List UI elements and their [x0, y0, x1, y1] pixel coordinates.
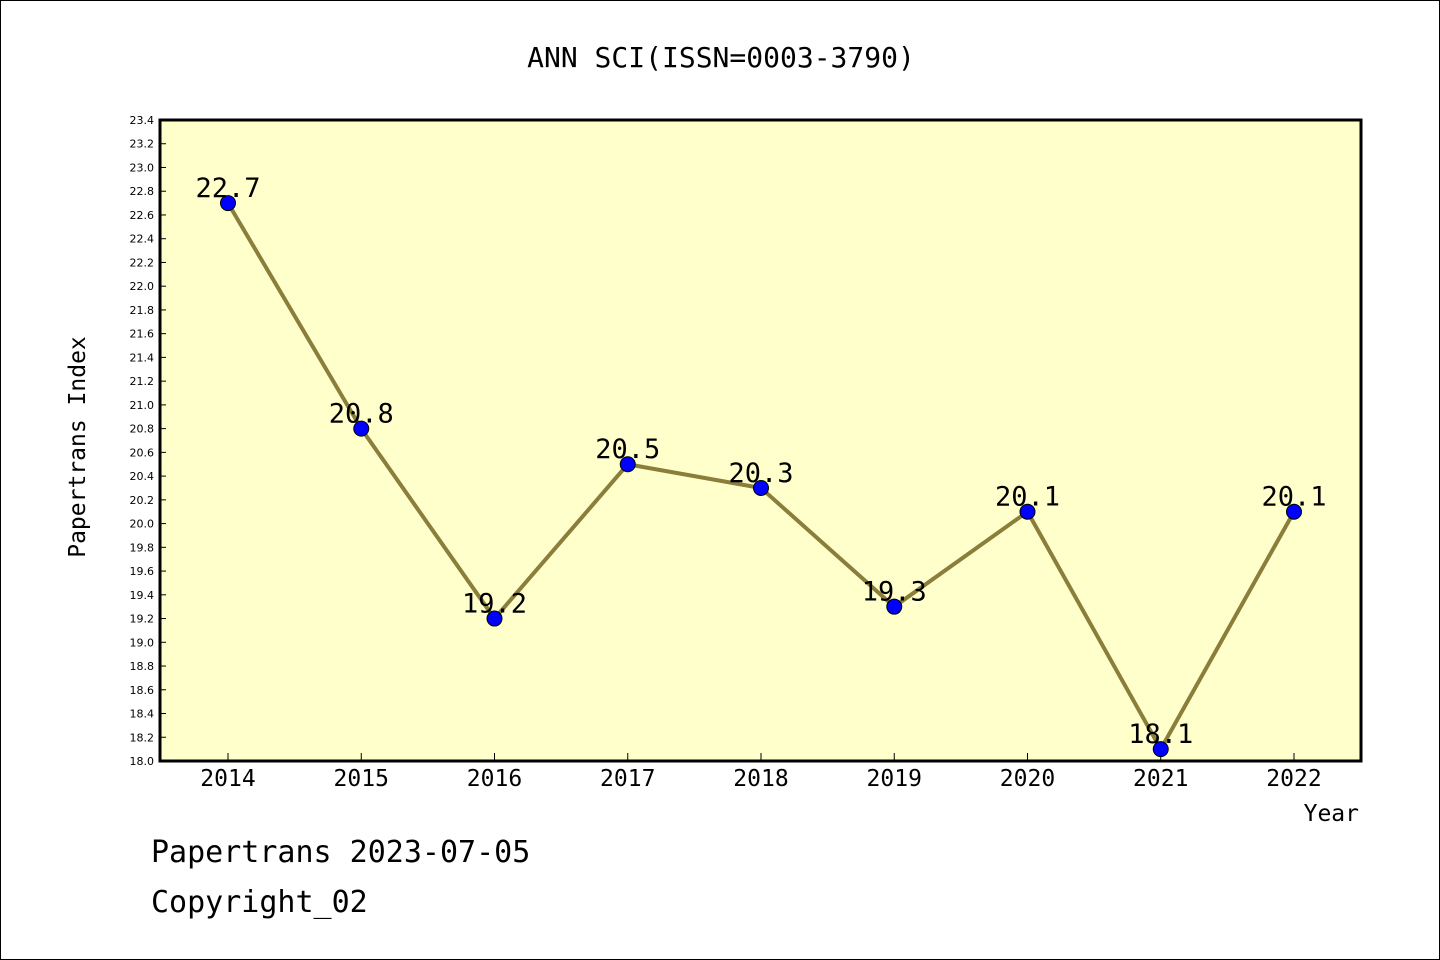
- y-tick-label: 22.2: [130, 256, 155, 269]
- data-label: 20.5: [595, 434, 660, 465]
- y-tick-label: 18.0: [130, 755, 155, 768]
- data-label: 19.3: [862, 577, 927, 608]
- y-tick-label: 21.2: [130, 375, 155, 388]
- y-tick-label: 19.4: [130, 589, 155, 602]
- x-tick-label: 2014: [200, 766, 255, 792]
- y-tick-label: 18.6: [130, 684, 155, 697]
- data-label: 20.1: [995, 482, 1060, 513]
- chart-title: ANN SCI(ISSN=0003-3790): [527, 41, 915, 74]
- data-label: 22.7: [195, 173, 260, 204]
- series-layer: 22.7 20.8 19.2 20.5 20.3 19.3 20.1 18.1 20.1: [195, 173, 1327, 758]
- x-tick-label: 2021: [1133, 766, 1188, 792]
- x-axis-title: Year: [1304, 801, 1359, 827]
- footer-copyright: Copyright_02: [151, 885, 368, 920]
- y-tick-label: 21.0: [130, 399, 155, 412]
- y-tick-label: 22.4: [130, 233, 155, 246]
- y-tick-label: 20.6: [130, 446, 155, 459]
- data-label: 18.1: [1128, 719, 1193, 750]
- y-tick-label: 19.6: [130, 565, 155, 578]
- y-tick-label: 19.0: [130, 636, 155, 649]
- y-tick-label: 20.8: [130, 423, 155, 436]
- data-label: 20.3: [728, 458, 793, 489]
- footer-publisher-date: Papertrans 2023-07-05: [151, 835, 531, 870]
- data-label: 19.2: [462, 589, 527, 620]
- x-tick-label: 2022: [1266, 766, 1321, 792]
- data-point: [486, 610, 503, 627]
- data-label: 20.8: [329, 399, 394, 430]
- x-axis: 2014 2015 2016 2017 2018 2019 2020 2021 2022: [200, 753, 1322, 792]
- y-tick-label: 21.8: [130, 304, 155, 317]
- y-tick-label: 22.0: [130, 280, 155, 293]
- y-tick-label: 20.4: [130, 470, 155, 483]
- data-point: [353, 420, 370, 437]
- x-tick-label: 2015: [334, 766, 389, 792]
- data-point: [1152, 741, 1169, 758]
- y-tick-label: 23.0: [130, 161, 155, 174]
- y-tick-label: 18.8: [130, 660, 155, 673]
- x-tick-label: 2016: [467, 766, 522, 792]
- y-tick-label: 20.2: [130, 494, 155, 507]
- y-tick-label: 22.8: [130, 185, 155, 198]
- y-tick-label: 22.6: [130, 209, 155, 222]
- y-tick-label: 23.4: [130, 114, 155, 127]
- y-tick-label: 21.6: [130, 328, 155, 341]
- data-label: 20.1: [1261, 482, 1326, 513]
- y-tick-label: 18.2: [130, 731, 155, 744]
- y-axis: 18.0 18.2 18.4 18.6 18.8 19.0 19.2 19.4 19.6 19.8…: [130, 114, 166, 768]
- plot-area: [158, 118, 1363, 763]
- y-tick-label: 21.4: [130, 351, 155, 364]
- x-tick-label: 2019: [867, 766, 922, 792]
- x-tick-label: 2017: [600, 766, 655, 792]
- x-tick-label: 2018: [733, 766, 788, 792]
- y-axis-title: Papertrans Index: [65, 336, 91, 558]
- y-tick-label: 18.4: [130, 708, 155, 721]
- data-point: [1286, 503, 1302, 520]
- data-point: [1019, 503, 1036, 520]
- x-tick-label: 2020: [1000, 766, 1055, 792]
- data-point: [886, 598, 903, 615]
- data-point: [619, 456, 636, 473]
- y-tick-label: 19.2: [130, 613, 155, 626]
- data-point: [753, 479, 769, 496]
- y-tick-label: 23.2: [130, 138, 155, 151]
- y-tick-label: 19.8: [130, 541, 155, 554]
- y-tick-label: 20.0: [130, 518, 155, 531]
- data-point: [220, 195, 236, 212]
